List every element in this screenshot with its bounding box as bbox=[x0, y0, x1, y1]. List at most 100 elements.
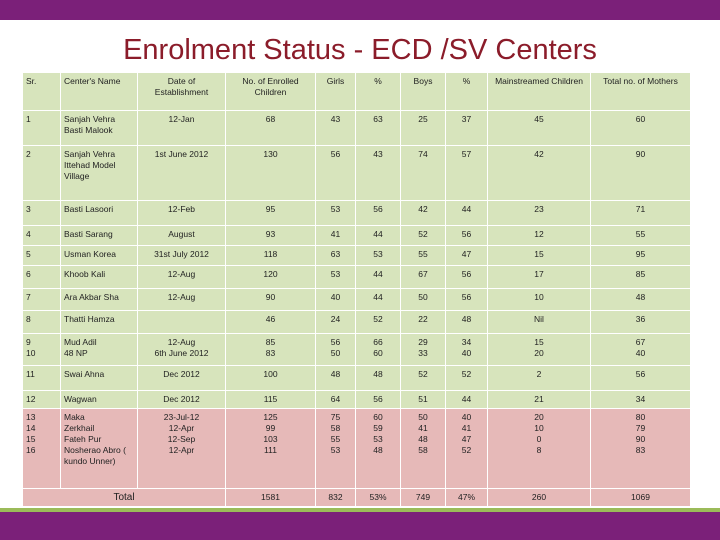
table-cell: 40 bbox=[315, 288, 356, 311]
table-cell: 64 bbox=[315, 390, 356, 409]
top-bar bbox=[0, 0, 720, 20]
table-cell: 85 bbox=[590, 265, 691, 289]
total-cell: 260 bbox=[487, 488, 591, 507]
table-cell: Thatti Hamza bbox=[60, 310, 138, 334]
column-header: % bbox=[445, 72, 488, 111]
table-cell: 6 bbox=[22, 265, 61, 289]
table-cell: Swai Ahna bbox=[60, 365, 138, 391]
table-cell: 12-Aug bbox=[137, 265, 226, 289]
table-cell: 125 99 103 111 bbox=[225, 408, 316, 489]
table-cell: 90 bbox=[225, 288, 316, 311]
table-cell: 44 bbox=[445, 390, 488, 409]
table-cell: 60 bbox=[590, 110, 691, 146]
table-cell: 12 bbox=[22, 390, 61, 409]
column-header: Total no. of Mothers bbox=[590, 72, 691, 111]
column-header: Boys bbox=[400, 72, 446, 111]
table-cell: 52 bbox=[445, 365, 488, 391]
table-row: 12 Wagwan Dec 2012 115 64 56 51 44 21 34 bbox=[22, 390, 691, 409]
table-cell: 15 bbox=[487, 245, 591, 266]
table-cell: 53 bbox=[315, 200, 356, 226]
table-cell: Sanjah Vehra Basti Malook bbox=[60, 110, 138, 146]
table-cell: 48 bbox=[315, 365, 356, 391]
table-row: 5 Usman Korea 31st July 2012 118 63 53 55 47 15 9… bbox=[22, 245, 691, 266]
table-cell: 48 bbox=[590, 288, 691, 311]
table-cell: 44 bbox=[355, 265, 401, 289]
table-cell: 74 bbox=[400, 145, 446, 201]
table-cell: 44 bbox=[355, 225, 401, 246]
table-cell: 9 10 bbox=[22, 333, 61, 366]
table-cell: 56 bbox=[590, 365, 691, 391]
table-cell: 50 bbox=[400, 288, 446, 311]
total-cell: 749 bbox=[400, 488, 446, 507]
table-cell: 23-Jul-12 12-Apr 12-Sep 12-Apr bbox=[137, 408, 226, 489]
bottom-bar bbox=[0, 512, 720, 540]
table-cell: 1 bbox=[22, 110, 61, 146]
table-row: 9 10 Mud Adil 48 NP 12-Aug 6th June 2012 85… bbox=[22, 333, 691, 366]
table-cell: 47 bbox=[445, 245, 488, 266]
table-cell: 115 bbox=[225, 390, 316, 409]
table-cell: 52 bbox=[355, 310, 401, 334]
table-cell: 25 bbox=[400, 110, 446, 146]
table-cell: 29 33 bbox=[400, 333, 446, 366]
table-cell: 12 bbox=[487, 225, 591, 246]
table-cell: 56 50 bbox=[315, 333, 356, 366]
header-row: Sr. Center's Name Date of Establishment No.… bbox=[22, 72, 691, 111]
table-cell: 52 bbox=[400, 225, 446, 246]
table-cell: 50 41 48 58 bbox=[400, 408, 446, 489]
table-cell bbox=[137, 310, 226, 334]
table-row: 8 Thatti Hamza 46 24 52 22 48 Nil 36 bbox=[22, 310, 691, 334]
table-cell: 75 58 55 53 bbox=[315, 408, 356, 489]
table-cell: 44 bbox=[445, 200, 488, 226]
table-row: 1 Sanjah Vehra Basti Malook 12-Jan 68 43 63 25… bbox=[22, 110, 691, 146]
table-row: 3 Basti Lasoori 12-Feb 95 53 56 42 44 23 71 bbox=[22, 200, 691, 226]
table-cell: 24 bbox=[315, 310, 356, 334]
total-cell: 47% bbox=[445, 488, 488, 507]
table-cell: 57 bbox=[445, 145, 488, 201]
table-cell: 85 83 bbox=[225, 333, 316, 366]
table-cell: 34 40 bbox=[445, 333, 488, 366]
table-cell: 45 bbox=[487, 110, 591, 146]
table-cell: 3 bbox=[22, 200, 61, 226]
table-cell: 44 bbox=[355, 288, 401, 311]
table-cell: 46 bbox=[225, 310, 316, 334]
table-row: 6 Khoob Kali 12-Aug 120 53 44 67 56 17 85 bbox=[22, 265, 691, 289]
table-cell: Dec 2012 bbox=[137, 390, 226, 409]
column-header: No. of Enrolled Children bbox=[225, 72, 316, 111]
table-cell: 10 bbox=[487, 288, 591, 311]
table-cell: 67 bbox=[400, 265, 446, 289]
table-cell: 5 bbox=[22, 245, 61, 266]
total-row: Total 1581 832 53% 749 47% 260 1069 bbox=[22, 488, 691, 507]
total-cell: 53% bbox=[355, 488, 401, 507]
table-cell: 17 bbox=[487, 265, 591, 289]
table-cell: 21 bbox=[487, 390, 591, 409]
table-cell: 90 bbox=[590, 145, 691, 201]
table-cell: Basti Sarang bbox=[60, 225, 138, 246]
column-header: % bbox=[355, 72, 401, 111]
table-cell: 67 40 bbox=[590, 333, 691, 366]
column-header: Girls bbox=[315, 72, 356, 111]
table-cell: 48 bbox=[355, 365, 401, 391]
table-cell: 8 bbox=[22, 310, 61, 334]
column-header: Sr. bbox=[22, 72, 61, 111]
bottom-line bbox=[0, 508, 720, 512]
table-cell: Dec 2012 bbox=[137, 365, 226, 391]
table-cell: 66 60 bbox=[355, 333, 401, 366]
enrolment-table: Sr. Center's Name Date of Establishment No.… bbox=[22, 72, 691, 507]
table-cell: 36 bbox=[590, 310, 691, 334]
table-cell: 52 bbox=[400, 365, 446, 391]
table-row: 2 Sanjah Vehra Ittehad Model Village 1st J… bbox=[22, 145, 691, 201]
table-cell: 31st July 2012 bbox=[137, 245, 226, 266]
table-row: 11 Swai Ahna Dec 2012 100 48 48 52 52 2 56 bbox=[22, 365, 691, 391]
table-cell: 60 59 53 48 bbox=[355, 408, 401, 489]
table-cell: 12-Jan bbox=[137, 110, 226, 146]
table-cell: Maka Zerkhail Fateh Pur Nosherao Abro ( … bbox=[60, 408, 138, 489]
table-cell: 95 bbox=[590, 245, 691, 266]
column-header: Date of Establishment bbox=[137, 72, 226, 111]
table-cell: Nil bbox=[487, 310, 591, 334]
table-cell: 7 bbox=[22, 288, 61, 311]
table-cell: 22 bbox=[400, 310, 446, 334]
slide-title: Enrolment Status - ECD /SV Centers bbox=[123, 34, 597, 66]
table-cell: Khoob Kali bbox=[60, 265, 138, 289]
table-cell: 11 bbox=[22, 365, 61, 391]
